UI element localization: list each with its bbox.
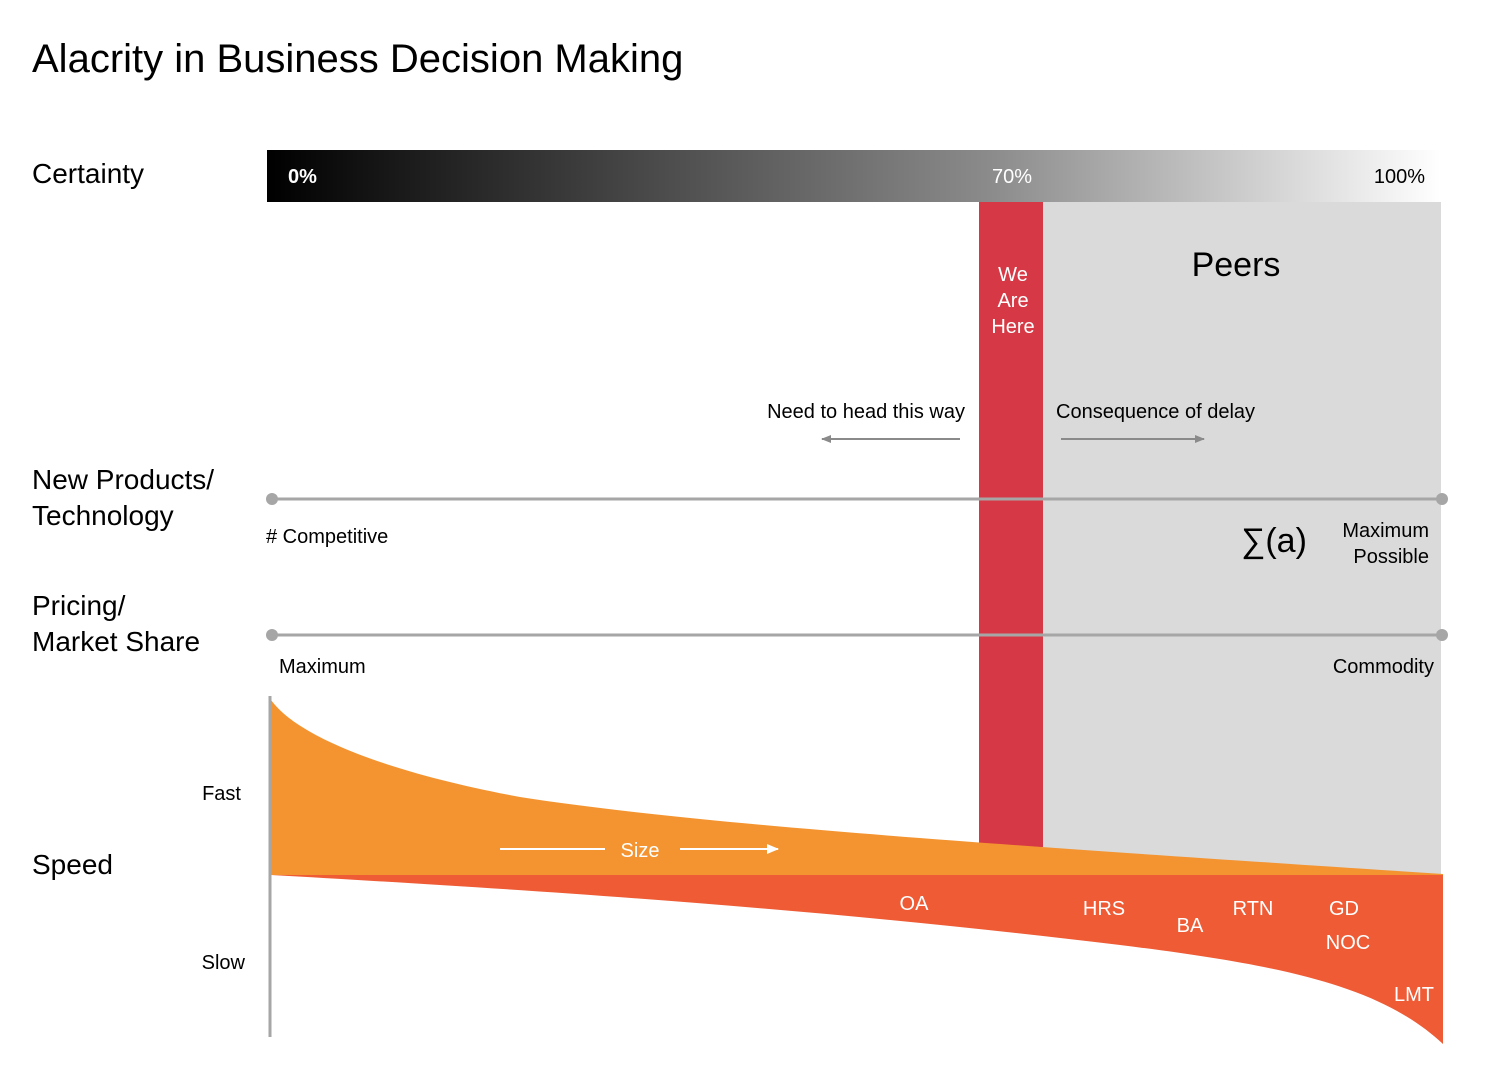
pricing-row-label-line1: Pricing/ <box>32 590 126 621</box>
pricing-maximum-label: Maximum <box>279 656 366 678</box>
products-row-label-line1: New Products/ <box>32 464 214 495</box>
company-label-noc: NOC <box>1326 932 1370 954</box>
we-are-here-line2: Are <box>997 290 1028 312</box>
speed-row-label: Speed <box>32 849 113 880</box>
company-label-hrs: HRS <box>1083 898 1125 920</box>
slow-area <box>271 875 1443 1044</box>
company-label-oa: OA <box>900 893 930 915</box>
fast-area <box>271 700 1443 875</box>
sigma-label: ∑(a) <box>1241 522 1307 560</box>
certainty-end-label: 100% <box>1374 166 1425 188</box>
maximum-possible-line1: Maximum <box>1342 520 1429 542</box>
we-are-here-line1: We <box>998 264 1028 286</box>
competitive-label: # Competitive <box>266 526 388 548</box>
commodity-label: Commodity <box>1333 656 1434 678</box>
certainty-row-label: Certainty <box>32 158 144 189</box>
certainty-marker-label: 70% <box>992 166 1032 188</box>
peers-zone <box>1043 202 1441 874</box>
we-are-here-band <box>979 202 1043 847</box>
products-scale-end-dot <box>1436 493 1448 505</box>
company-label-lmt: LMT <box>1394 984 1434 1006</box>
products-scale-start-dot <box>266 493 278 505</box>
products-row-label-line2: Technology <box>32 500 174 531</box>
certainty-start-label: 0% <box>288 166 317 188</box>
size-label: Size <box>621 840 660 862</box>
page-title: Alacrity in Business Decision Making <box>32 37 683 81</box>
pricing-scale-start-dot <box>266 629 278 641</box>
we-are-here-line3: Here <box>991 316 1034 338</box>
peers-label: Peers <box>1192 246 1281 284</box>
certainty-gradient-bar <box>267 150 1441 202</box>
pricing-row-label-line2: Market Share <box>32 626 200 657</box>
company-label-ba: BA <box>1177 915 1204 937</box>
need-to-head-label: Need to head this way <box>767 401 965 423</box>
company-label-gd: GD <box>1329 898 1359 920</box>
slow-label: Slow <box>202 952 246 974</box>
fast-label: Fast <box>202 783 241 805</box>
maximum-possible-line2: Possible <box>1353 546 1429 568</box>
pricing-scale-end-dot <box>1436 629 1448 641</box>
consequence-label: Consequence of delay <box>1056 401 1255 423</box>
company-label-rtn: RTN <box>1233 898 1274 920</box>
